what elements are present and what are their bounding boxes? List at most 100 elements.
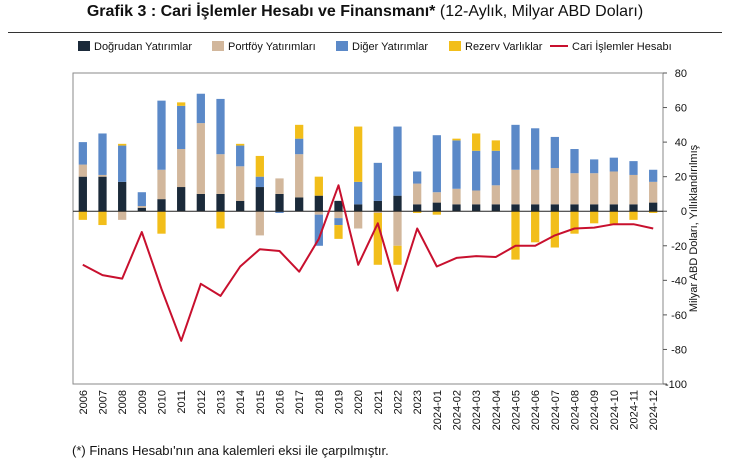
bar-rezerv-varl-klar xyxy=(255,155,264,177)
bar-di-er-yat-r-mlar xyxy=(78,142,87,165)
bar-rezerv-varl-klar xyxy=(98,211,107,226)
bar-rezerv-varl-klar xyxy=(177,102,186,106)
bar-do-rudan-yat-r-mlar xyxy=(118,181,127,212)
bar-di-er-yat-r-mlar xyxy=(570,149,579,174)
bar-do-rudan-yat-r-mlar xyxy=(157,199,166,212)
bar-do-rudan-yat-r-mlar xyxy=(295,197,304,212)
chart-title-units: (12-Aylık, Milyar ABD Doları) xyxy=(439,3,644,20)
bar-do-rudan-yat-r-mlar xyxy=(649,202,658,212)
plot-frame xyxy=(72,72,664,385)
bar-di-er-yat-r-mlar xyxy=(452,140,461,189)
bar-di-er-yat-r-mlar xyxy=(531,128,540,170)
bar-do-rudan-yat-r-mlar xyxy=(216,193,225,212)
x-tick-label: 2024-09 xyxy=(589,390,601,430)
bar-do-rudan-yat-r-mlar xyxy=(373,200,382,212)
chart-title: Grafik 3 : Cari İşlemler Hesabı ve Finan… xyxy=(0,3,730,21)
bar-portf-y-yat-r-mlar- xyxy=(216,154,225,194)
bar-di-er-yat-r-mlar xyxy=(511,124,520,170)
bar-di-er-yat-r-mlar xyxy=(649,169,658,182)
x-tick-label: 2019 xyxy=(334,390,346,414)
bar-do-rudan-yat-r-mlar xyxy=(570,204,579,212)
y-tick-label: -40 xyxy=(671,275,687,287)
bar-di-er-yat-r-mlar xyxy=(590,159,599,174)
line-cari-islemler-hesabi xyxy=(82,184,654,342)
bar-do-rudan-yat-r-mlar xyxy=(98,176,107,212)
x-tick-label: 2024-08 xyxy=(570,390,582,430)
bar-di-er-yat-r-mlar xyxy=(472,150,481,191)
y-tick-label: -80 xyxy=(671,344,687,356)
x-tick-label: 2006 xyxy=(78,390,90,414)
bar-rezerv-varl-klar xyxy=(236,143,245,146)
title-divider xyxy=(8,32,722,33)
bar-do-rudan-yat-r-mlar xyxy=(472,204,481,212)
x-tick-label: 2018 xyxy=(314,390,326,414)
bar-do-rudan-yat-r-mlar xyxy=(432,202,441,212)
bar-di-er-yat-r-mlar xyxy=(393,126,402,196)
y-tick-label: -100 xyxy=(665,379,687,391)
y-tick-label: 0 xyxy=(681,206,687,218)
bar-portf-y-yat-r-mlar- xyxy=(137,206,146,208)
bar-portf-y-yat-r-mlar- xyxy=(255,211,264,236)
bar-portf-y-yat-r-mlar- xyxy=(649,181,658,203)
bar-portf-y-yat-r-mlar- xyxy=(118,211,127,220)
bar-rezerv-varl-klar xyxy=(511,211,520,260)
bar-di-er-yat-r-mlar xyxy=(216,98,225,155)
bar-portf-y-yat-r-mlar- xyxy=(78,164,87,177)
bar-do-rudan-yat-r-mlar xyxy=(590,204,599,212)
bar-do-rudan-yat-r-mlar xyxy=(511,204,520,212)
chart-area: -100 -80 -60 -40 -20 0 20 40 60 80 Milyar ABD Dola… xyxy=(72,40,700,430)
bar-portf-y-yat-r-mlar- xyxy=(354,211,363,229)
x-tick-label: 2024-05 xyxy=(511,390,523,430)
legend-label: Diğer Yatırımlar xyxy=(352,41,428,53)
bar-rezerv-varl-klar xyxy=(314,176,323,196)
bar-portf-y-yat-r-mlar- xyxy=(629,174,638,205)
bar-rezerv-varl-klar xyxy=(118,143,127,146)
x-tick-label: 2021 xyxy=(373,390,385,414)
x-tick-label: 2009 xyxy=(137,390,149,414)
bar-do-rudan-yat-r-mlar xyxy=(255,187,264,212)
bar-do-rudan-yat-r-mlar xyxy=(275,193,284,212)
bar-di-er-yat-r-mlar xyxy=(334,218,343,226)
bars-group xyxy=(78,93,658,265)
x-tick-label: 2020 xyxy=(353,390,365,414)
legend: Doğrudan Yatırımlar Portföy Yatırımları Di… xyxy=(78,40,672,53)
bar-portf-y-yat-r-mlar- xyxy=(275,178,284,194)
chart-title-main: Grafik 3 : Cari İşlemler Hesabı ve Finan… xyxy=(86,3,436,20)
y-tick-label: -60 xyxy=(671,310,687,322)
bar-do-rudan-yat-r-mlar xyxy=(452,204,461,212)
legend-label: Cari İşlemler Hesabı xyxy=(572,40,672,53)
bar-portf-y-yat-r-mlar- xyxy=(314,211,323,215)
bar-portf-y-yat-r-mlar- xyxy=(98,174,107,177)
bar-rezerv-varl-klar xyxy=(472,133,481,151)
bar-portf-y-yat-r-mlar- xyxy=(472,190,481,205)
bar-di-er-yat-r-mlar xyxy=(354,181,363,205)
bar-do-rudan-yat-r-mlar xyxy=(531,204,540,212)
bar-di-er-yat-r-mlar xyxy=(255,176,264,188)
y-tick-label: 40 xyxy=(675,137,687,149)
bar-di-er-yat-r-mlar xyxy=(432,135,441,193)
bar-do-rudan-yat-r-mlar xyxy=(393,195,402,212)
bar-rezerv-varl-klar xyxy=(413,211,422,213)
x-tick-label: 2015 xyxy=(255,390,267,414)
legend-swatch xyxy=(212,41,224,51)
bar-rezerv-varl-klar xyxy=(157,211,166,234)
bar-portf-y-yat-r-mlar- xyxy=(452,188,461,205)
x-tick-label: 2024-03 xyxy=(471,390,483,430)
bar-portf-y-yat-r-mlar- xyxy=(393,211,402,246)
footnote: (*) Finans Hesabı'nın ana kalemleri eksi… xyxy=(72,443,389,458)
bar-do-rudan-yat-r-mlar xyxy=(491,204,500,212)
bar-do-rudan-yat-r-mlar xyxy=(196,193,205,212)
bar-portf-y-yat-r-mlar- xyxy=(157,169,166,200)
bar-di-er-yat-r-mlar xyxy=(609,157,618,172)
bar-di-er-yat-r-mlar xyxy=(413,171,422,184)
bar-do-rudan-yat-r-mlar xyxy=(354,204,363,212)
bar-portf-y-yat-r-mlar- xyxy=(295,154,304,198)
bar-portf-y-yat-r-mlar- xyxy=(511,169,520,205)
x-tick-label: 2024-06 xyxy=(530,390,542,430)
bar-portf-y-yat-r-mlar- xyxy=(531,169,540,205)
bar-rezerv-varl-klar xyxy=(393,245,402,265)
y-tick-label: 60 xyxy=(675,103,687,115)
x-tick-label: 2024-01 xyxy=(432,390,444,430)
bar-do-rudan-yat-r-mlar xyxy=(236,200,245,212)
bar-rezerv-varl-klar xyxy=(570,211,579,234)
